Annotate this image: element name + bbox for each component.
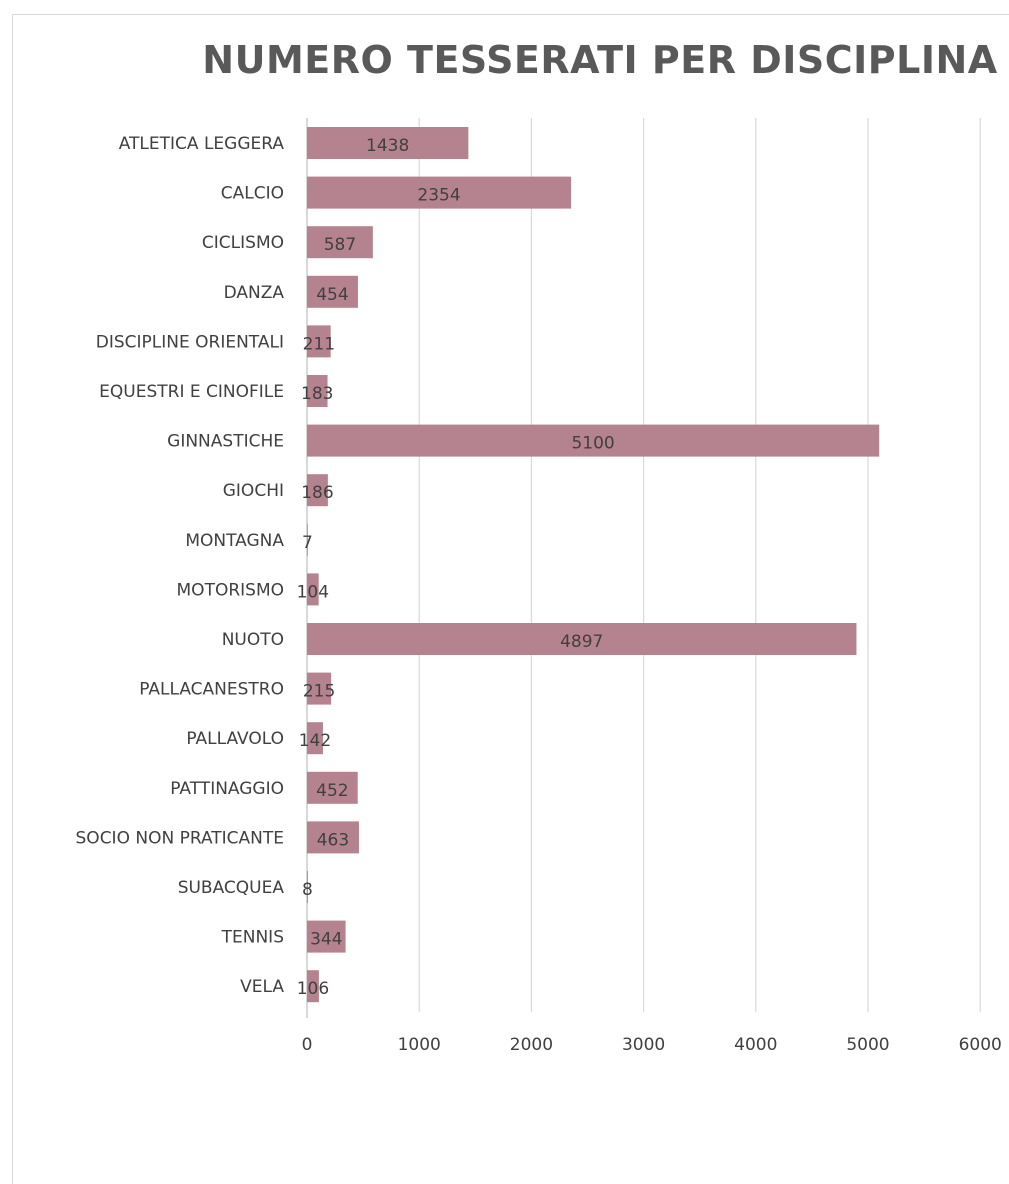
- data-label: 104: [297, 582, 329, 602]
- x-tick-label: 4000: [734, 1035, 777, 1055]
- category-label: CALCIO: [221, 184, 284, 204]
- chart-frame: [12, 14, 1009, 1184]
- category-label: MOTORISMO: [177, 580, 284, 600]
- x-tick-label: 1000: [398, 1035, 441, 1055]
- category-label: EQUESTRI E CINOFILE: [99, 382, 284, 402]
- bar: [307, 176, 572, 209]
- category-label: GINNASTICHE: [167, 432, 284, 452]
- x-tick-label: 2000: [510, 1035, 553, 1055]
- category-label: SUBACQUEA: [178, 878, 285, 898]
- category-label: PALLAVOLO: [186, 729, 284, 749]
- x-tick-label: 3000: [622, 1035, 665, 1055]
- bars: [307, 127, 880, 1003]
- category-label: CICLISMO: [202, 233, 284, 253]
- data-label: 142: [299, 731, 331, 751]
- bar: [307, 970, 319, 1003]
- category-label: MONTAGNA: [185, 531, 284, 551]
- category-label: GIOCHI: [223, 481, 284, 501]
- bar: [307, 871, 308, 903]
- data-label: 2354: [417, 186, 460, 206]
- bar: [307, 424, 880, 457]
- data-label: 5100: [571, 434, 614, 454]
- x-tick-label: 5000: [846, 1035, 889, 1055]
- bar: [307, 474, 328, 507]
- category-label: PALLACANESTRO: [139, 680, 284, 700]
- bar: [307, 573, 319, 606]
- bar: [307, 375, 328, 407]
- category-label: NUOTO: [222, 630, 284, 650]
- chart-title: NUMERO TESSERATI PER DISCIPLINA: [202, 38, 998, 82]
- data-label: 186: [301, 483, 333, 503]
- bar: [307, 920, 346, 953]
- bar: [307, 325, 331, 358]
- data-label: 463: [317, 830, 349, 850]
- bar: [307, 275, 358, 308]
- bar: [307, 226, 373, 259]
- bar: [307, 127, 469, 159]
- category-label: SOCIO NON PRATICANTE: [76, 828, 284, 848]
- category-label: PATTINAGGIO: [170, 779, 284, 799]
- bar: [307, 623, 857, 655]
- category-label: ATLETICA LEGGERA: [119, 134, 285, 154]
- data-label: 211: [303, 334, 335, 354]
- data-label: 452: [316, 781, 348, 801]
- bar: [307, 771, 358, 804]
- x-tick-label: 0: [302, 1035, 313, 1055]
- x-tick-label: 6000: [959, 1035, 1002, 1055]
- gridlines: [306, 118, 981, 1018]
- bar: [307, 523, 308, 556]
- category-label: DISCIPLINE ORIENTALI: [96, 332, 284, 352]
- data-label: 106: [297, 979, 329, 999]
- data-label: 454: [316, 285, 348, 305]
- category-label: TENNIS: [221, 928, 284, 948]
- data-label: 215: [303, 682, 335, 702]
- data-label: 8: [302, 880, 313, 900]
- data-label: 1438: [366, 136, 409, 156]
- category-label: DANZA: [224, 283, 285, 303]
- bar: [307, 672, 332, 705]
- data-label: 183: [301, 384, 333, 404]
- bar: [307, 821, 359, 854]
- category-label: VELA: [240, 977, 284, 997]
- data-label: 7: [302, 533, 313, 553]
- data-label: 344: [310, 930, 342, 950]
- bar: [307, 722, 323, 755]
- labels: 0 1000 2000 3000 4000 5000 6000 ATLETICA LEGGER…: [76, 134, 1002, 1055]
- data-label: 4897: [560, 632, 603, 652]
- data-label: 587: [324, 235, 356, 255]
